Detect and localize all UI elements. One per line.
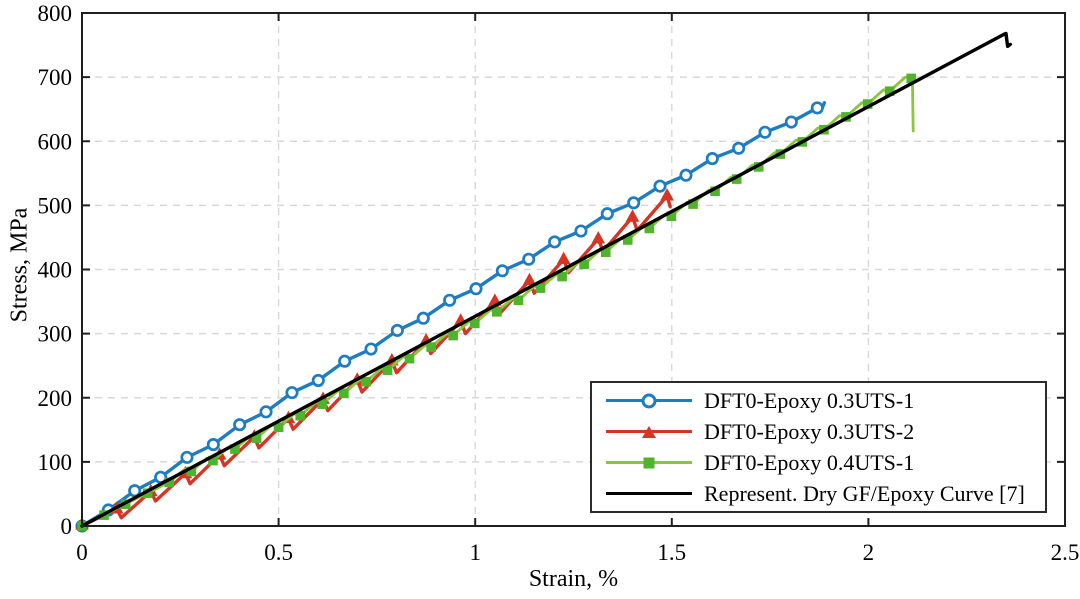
- y-axis-label: Stress, MPa: [6, 207, 33, 323]
- square-marker: [186, 466, 197, 477]
- circle-marker: [784, 115, 798, 129]
- circle-marker: [443, 293, 457, 307]
- square-marker: [600, 247, 611, 257]
- square-marker: [862, 99, 873, 109]
- circle-marker: [469, 282, 483, 296]
- square-marker: [361, 376, 371, 387]
- square-marker: [273, 422, 284, 433]
- circle-marker: [522, 252, 536, 266]
- circle-marker: [810, 101, 824, 115]
- legend-label: DFT0-Epoxy 0.4UTS-1: [704, 449, 915, 475]
- legend-entry-2: DFT0-Epoxy 0.4UTS-1: [606, 448, 1045, 478]
- x-tick-label: 1.5: [657, 540, 686, 565]
- y-tick-label: 400: [38, 258, 73, 283]
- triangle-marker: [522, 272, 537, 286]
- circle-marker: [679, 168, 693, 182]
- circle-marker: [364, 342, 378, 356]
- triangle-marker: [625, 209, 640, 222]
- y-tick-label: 700: [38, 65, 73, 90]
- circle-marker: [206, 438, 220, 452]
- legend-line-sample: [606, 455, 692, 471]
- square-marker: [731, 174, 742, 184]
- legend-label: DFT0-Epoxy 0.3UTS-2: [704, 418, 915, 444]
- square-marker: [317, 399, 328, 409]
- square-marker: [426, 342, 436, 352]
- y-tick-label: 600: [38, 129, 73, 154]
- square-marker: [622, 235, 633, 245]
- legend-line-sample: [606, 486, 692, 502]
- circle-marker: [128, 484, 142, 498]
- square-marker: [382, 365, 393, 375]
- circle-marker: [390, 323, 404, 337]
- y-tick-label: 300: [38, 322, 73, 347]
- circle-marker: [653, 179, 667, 193]
- circle-marker: [259, 405, 273, 419]
- square-marker: [404, 353, 415, 364]
- x-axis-label: Strain, %: [528, 566, 619, 592]
- legend-line-sample: [606, 424, 692, 440]
- square-marker: [339, 388, 349, 399]
- circle-marker: [758, 125, 772, 139]
- circle-marker: [705, 152, 719, 166]
- circle-marker: [233, 418, 247, 432]
- y-tick-label: 100: [38, 450, 73, 475]
- square-marker: [644, 223, 655, 234]
- square-marker: [492, 307, 502, 317]
- square-marker: [557, 271, 567, 282]
- square-marker: [295, 410, 306, 421]
- y-tick-label: 800: [38, 1, 73, 26]
- y-tick-label: 200: [38, 386, 73, 411]
- circle-marker: [600, 207, 614, 221]
- triangle-marker: [556, 251, 571, 265]
- x-tick-label: 2.5: [1051, 540, 1080, 565]
- y-tick-label: 0: [61, 514, 73, 539]
- triangle-marker: [591, 231, 606, 244]
- circle-marker-icon: [641, 393, 657, 408]
- circle-marker: [285, 386, 299, 400]
- triangle-marker-icon: [642, 425, 656, 438]
- square-marker: [230, 444, 240, 454]
- x-tick-label: 0: [76, 540, 88, 565]
- square-marker: [535, 283, 546, 293]
- square-marker: [448, 330, 458, 341]
- x-tick-label: 1: [469, 540, 481, 565]
- square-marker: [579, 259, 589, 270]
- y-tick-label: 500: [38, 193, 73, 218]
- square-marker: [470, 318, 480, 329]
- square-marker: [142, 488, 153, 499]
- square-marker: [513, 295, 524, 306]
- series-line-3: [80, 31, 1012, 528]
- square-marker: [251, 433, 262, 443]
- legend-label: Represent. Dry GF/Epoxy Curve [7]: [704, 480, 1025, 506]
- circle-marker: [548, 235, 562, 249]
- circle-marker: [180, 450, 194, 464]
- square-marker: [884, 86, 895, 97]
- square-marker: [666, 211, 677, 222]
- circle-marker: [495, 264, 509, 278]
- legend-line-sample: [606, 393, 692, 409]
- triangle-marker: [660, 188, 674, 201]
- circle-marker: [574, 224, 588, 238]
- legend-entry-3: Represent. Dry GF/Epoxy Curve [7]: [606, 479, 1045, 509]
- circle-marker: [311, 373, 325, 387]
- circle-marker: [416, 311, 430, 325]
- square-marker-icon: [643, 457, 655, 468]
- legend-entry-0: DFT0-Epoxy 0.3UTS-1: [606, 386, 1045, 416]
- x-tick-label: 0.5: [264, 540, 293, 565]
- legend-entry-1: DFT0-Epoxy 0.3UTS-2: [606, 417, 1045, 447]
- square-marker: [164, 477, 175, 488]
- legend-label: DFT0-Epoxy 0.3UTS-1: [704, 387, 915, 413]
- square-marker: [688, 199, 698, 209]
- circle-marker: [627, 196, 641, 210]
- circle-marker: [338, 354, 352, 368]
- x-tick-label: 2: [863, 540, 875, 565]
- square-marker: [906, 73, 917, 84]
- circle-marker: [732, 141, 746, 155]
- square-marker: [710, 186, 720, 197]
- legend-box: DFT0-Epoxy 0.3UTS-1 DFT0-Epoxy 0.3UTS-2 …: [590, 381, 1047, 513]
- series-line-1: [80, 194, 672, 528]
- square-marker: [208, 455, 218, 466]
